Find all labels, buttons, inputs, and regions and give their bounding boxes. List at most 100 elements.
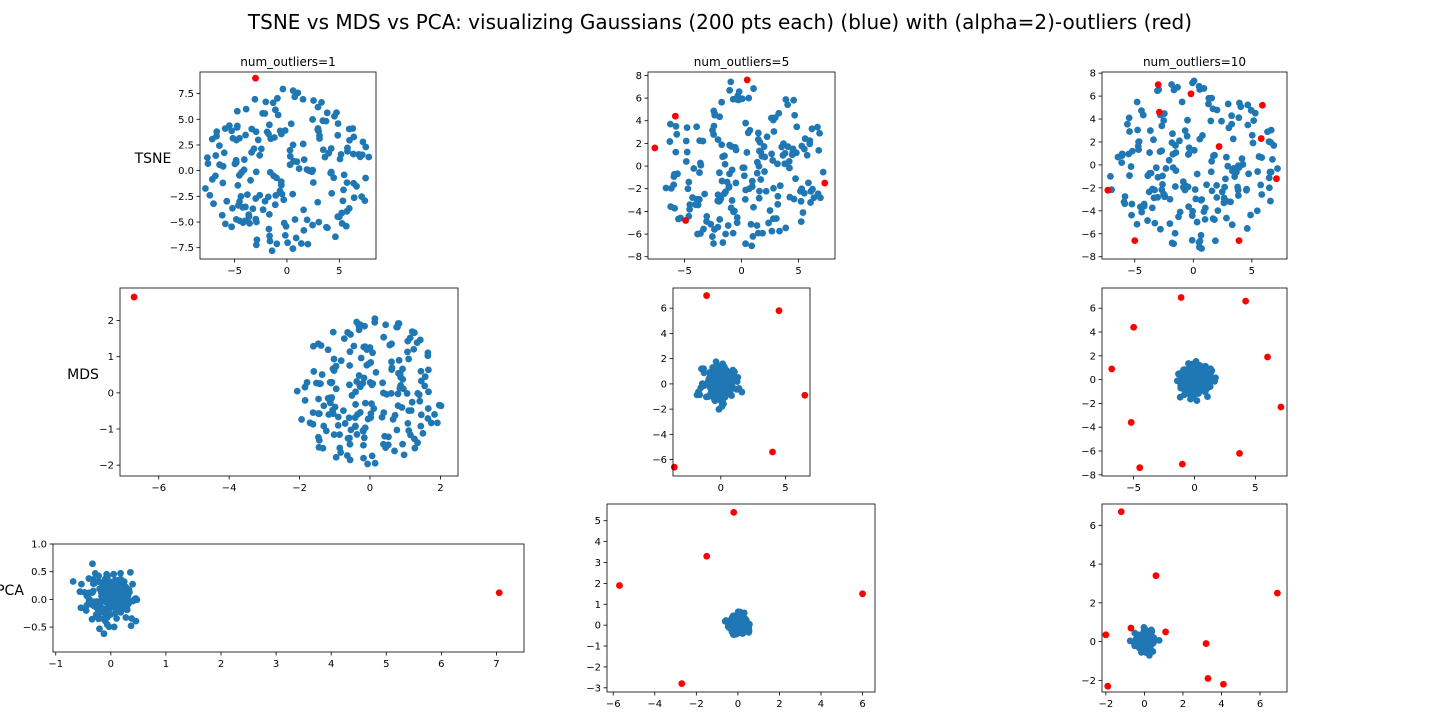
- inlier-point: [387, 389, 395, 397]
- inlier-point: [403, 390, 411, 397]
- inlier-point: [274, 111, 282, 119]
- inlier-point: [243, 191, 251, 199]
- inlier-point: [271, 106, 279, 114]
- y-tick-label: −5.0: [170, 218, 194, 229]
- inlier-point: [1213, 181, 1221, 189]
- inlier-point: [1198, 381, 1206, 389]
- inlier-point: [94, 602, 101, 610]
- inlier-point: [819, 168, 827, 176]
- inlier-point: [245, 211, 253, 219]
- inlier-point: [88, 615, 96, 623]
- inlier-point: [1211, 151, 1218, 159]
- inlier-point: [327, 169, 335, 177]
- inlier-point: [800, 145, 808, 153]
- panel-title: num_outliers=5: [694, 55, 789, 69]
- inlier-point: [766, 207, 774, 214]
- inlier-point: [425, 388, 432, 396]
- inlier-point: [394, 320, 402, 327]
- inlier-point: [417, 377, 425, 385]
- inlier-point: [1121, 200, 1129, 208]
- x-tick-label: 5: [795, 266, 801, 277]
- inlier-point: [343, 207, 351, 215]
- inlier-point: [433, 419, 441, 427]
- inlier-point: [1170, 240, 1178, 248]
- inlier-point: [1179, 178, 1187, 186]
- inlier-point: [346, 440, 354, 448]
- inlier-point: [1218, 117, 1225, 125]
- inlier-point: [673, 130, 681, 138]
- inlier-point: [437, 402, 445, 410]
- y-tick-label: 6: [636, 94, 642, 105]
- inlier-point: [791, 111, 799, 119]
- x-tick-label: 3: [273, 659, 279, 670]
- inlier-point: [1158, 147, 1166, 155]
- outlier-point: [1204, 675, 1212, 682]
- y-tick-label: 2: [1090, 351, 1096, 362]
- inlier-point: [417, 367, 425, 375]
- inlier-point: [745, 94, 753, 102]
- scatter-panels: −5 0 5 −7.5 −5.0 −2.5 0.0 2.5 5.0 7.5 num_outliers…: [23, 55, 1288, 710]
- inlier-point: [1176, 137, 1183, 145]
- inlier-point: [714, 223, 722, 231]
- axes-frame: [52, 543, 525, 653]
- inlier-point: [685, 178, 693, 186]
- inlier-point: [755, 194, 763, 202]
- y-tick-label: −2.5: [170, 192, 194, 203]
- inlier-point: [1207, 168, 1215, 176]
- inlier-point: [1206, 383, 1214, 390]
- inlier-point: [807, 199, 814, 206]
- inlier-point: [1207, 365, 1214, 373]
- inlier-point: [1155, 86, 1163, 94]
- inlier-point: [380, 440, 387, 448]
- inlier-point: [1267, 138, 1275, 146]
- inlier-point: [259, 109, 267, 117]
- inlier-point: [1126, 172, 1133, 179]
- inlier-point: [271, 201, 279, 209]
- inlier-point: [107, 578, 115, 586]
- inlier-point: [1265, 184, 1273, 192]
- inlier-point: [202, 185, 209, 192]
- inlier-point: [1161, 192, 1169, 199]
- inlier-point: [1185, 203, 1193, 211]
- inlier-point: [252, 241, 260, 249]
- inlier-point: [1188, 236, 1196, 244]
- inlier-point: [129, 580, 137, 588]
- inlier-point: [210, 200, 217, 208]
- inlier-point: [297, 240, 305, 247]
- inlier-point: [1189, 207, 1197, 215]
- inlier-point: [1224, 162, 1232, 170]
- inlier-point: [317, 380, 324, 388]
- inlier-point: [81, 588, 88, 596]
- inlier-point: [1223, 197, 1231, 205]
- inlier-point: [98, 595, 106, 603]
- inlier-point: [1245, 170, 1252, 178]
- x-tick-label: −5: [677, 266, 692, 277]
- inlier-point: [395, 356, 403, 364]
- row-label-pca: PCA: [0, 583, 24, 599]
- inlier-point: [405, 407, 413, 415]
- inlier-point: [424, 405, 432, 412]
- outlier-point: [703, 292, 710, 299]
- y-tick-label: 4: [661, 329, 667, 340]
- inlier-point: [672, 122, 680, 130]
- inlier-point: [337, 449, 345, 456]
- inlier-point: [404, 337, 412, 345]
- inlier-point: [703, 218, 710, 225]
- inlier-point: [310, 97, 317, 104]
- inlier-point: [289, 141, 297, 149]
- inlier-point: [242, 203, 249, 211]
- inlier-point: [96, 625, 103, 633]
- inlier-point: [334, 131, 342, 139]
- inlier-point: [315, 218, 323, 226]
- axes-frame: [606, 503, 876, 693]
- inlier-point: [749, 233, 757, 240]
- inlier-point: [782, 96, 790, 103]
- inlier-point: [314, 340, 322, 348]
- y-tick-label: −7.5: [170, 243, 194, 254]
- inlier-point: [356, 382, 364, 389]
- inlier-point: [716, 169, 723, 177]
- inlier-point: [268, 247, 276, 255]
- x-tick-label: −2: [1098, 699, 1113, 710]
- inlier-point: [797, 197, 805, 205]
- inlier-point: [769, 215, 777, 223]
